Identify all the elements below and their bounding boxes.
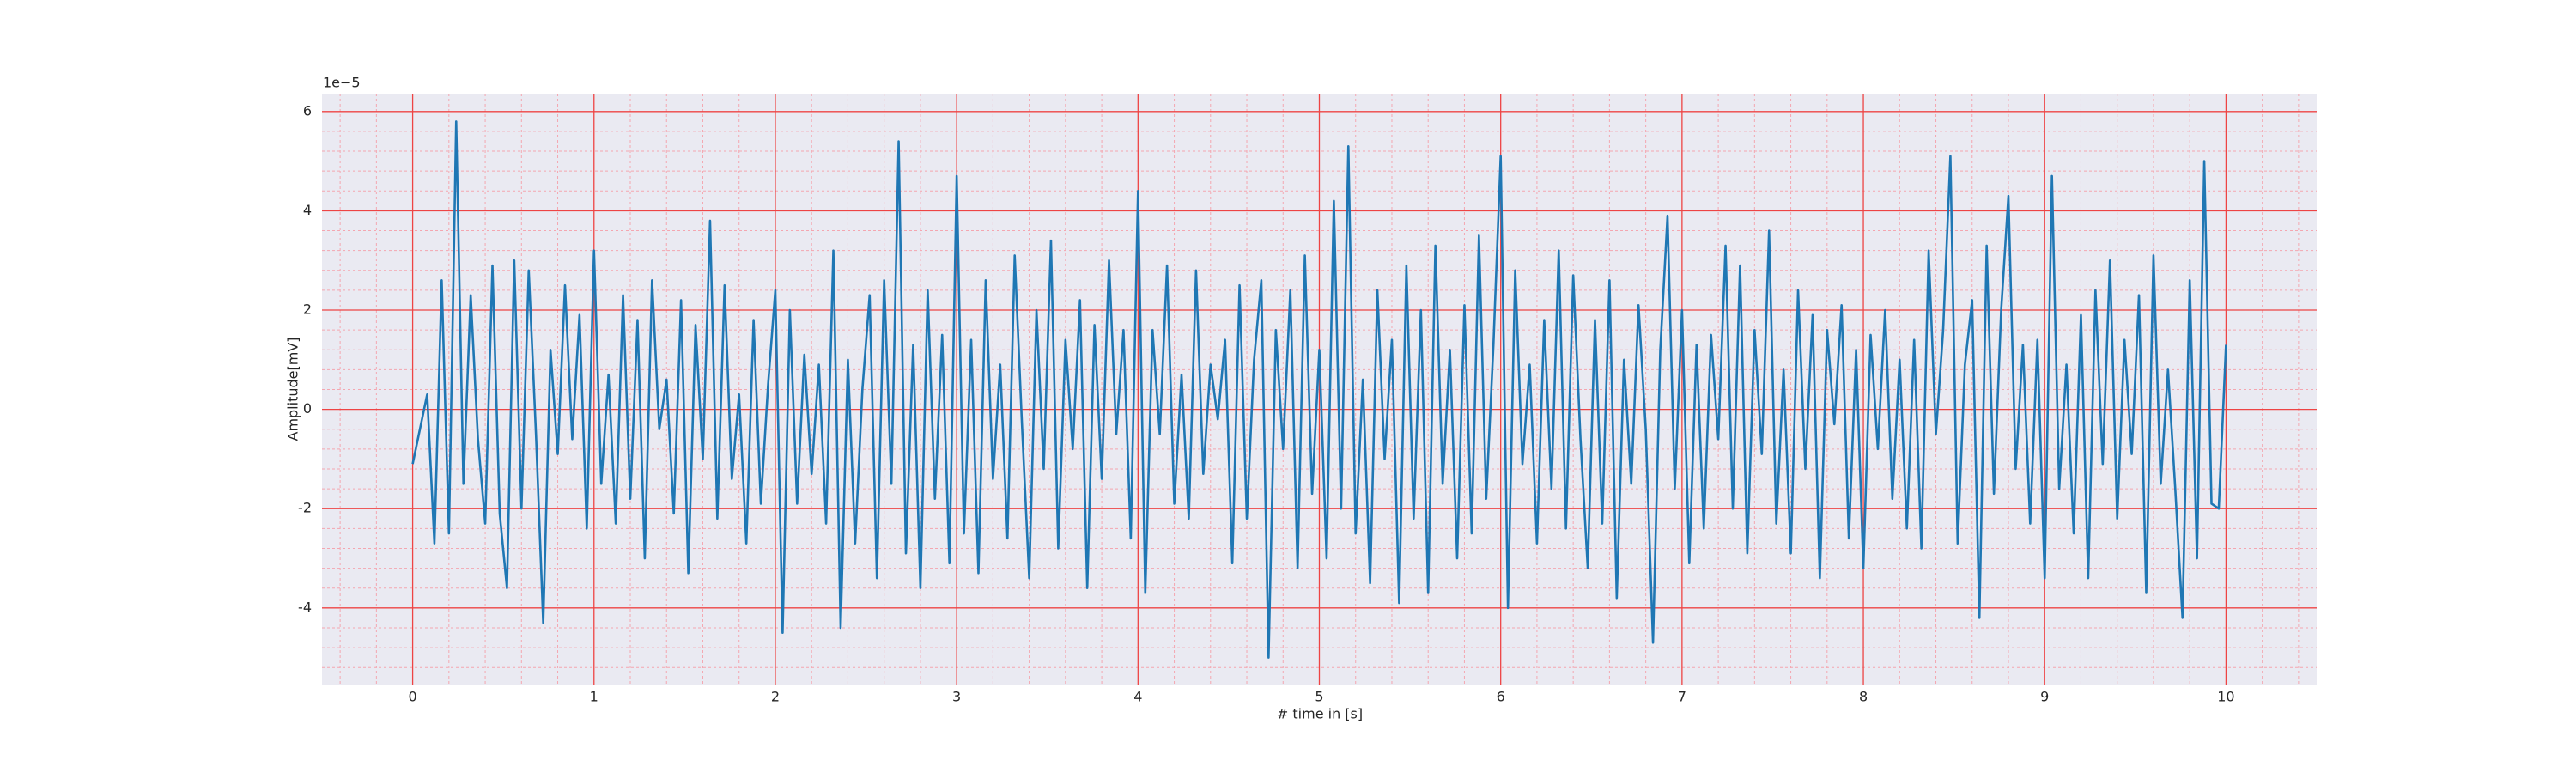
x-axis-label: # time in [s] bbox=[1277, 706, 1363, 722]
x-tick-label: 9 bbox=[2040, 689, 2049, 705]
y-tick-label: 0 bbox=[303, 400, 312, 417]
x-tick-label: 4 bbox=[1133, 689, 1142, 705]
signal-line bbox=[411, 120, 2227, 659]
labels: # time in [s] Amplitude[mV] 1e−5 bbox=[285, 75, 1364, 722]
x-tick-label: 10 bbox=[2217, 689, 2234, 705]
x-tick-label: 7 bbox=[1678, 689, 1686, 705]
y-tick-label: 2 bbox=[303, 301, 312, 318]
x-tick-label: 0 bbox=[408, 689, 416, 705]
x-tick-label: 2 bbox=[771, 689, 780, 705]
y-tick-label: 6 bbox=[303, 102, 312, 119]
grid bbox=[322, 94, 2317, 685]
y-tick-label: 4 bbox=[303, 202, 312, 218]
y-tick-label: -4 bbox=[298, 599, 312, 615]
lines: 0 1 2 3 4 5 6 7 8 9 10 -4 -2 0 2 4 6 bbox=[298, 102, 2235, 704]
y-axis-label: Amplitude[mV] bbox=[285, 337, 301, 441]
x-tick-label: 6 bbox=[1497, 689, 1505, 705]
x-tick-label: 8 bbox=[1859, 689, 1868, 705]
x-tick-label: 3 bbox=[952, 689, 961, 705]
x-tick-label: 5 bbox=[1315, 689, 1323, 705]
x-tick-label: 1 bbox=[590, 689, 598, 705]
y-tick-label: -2 bbox=[298, 500, 312, 516]
y-offset-text: 1e−5 bbox=[323, 75, 361, 91]
